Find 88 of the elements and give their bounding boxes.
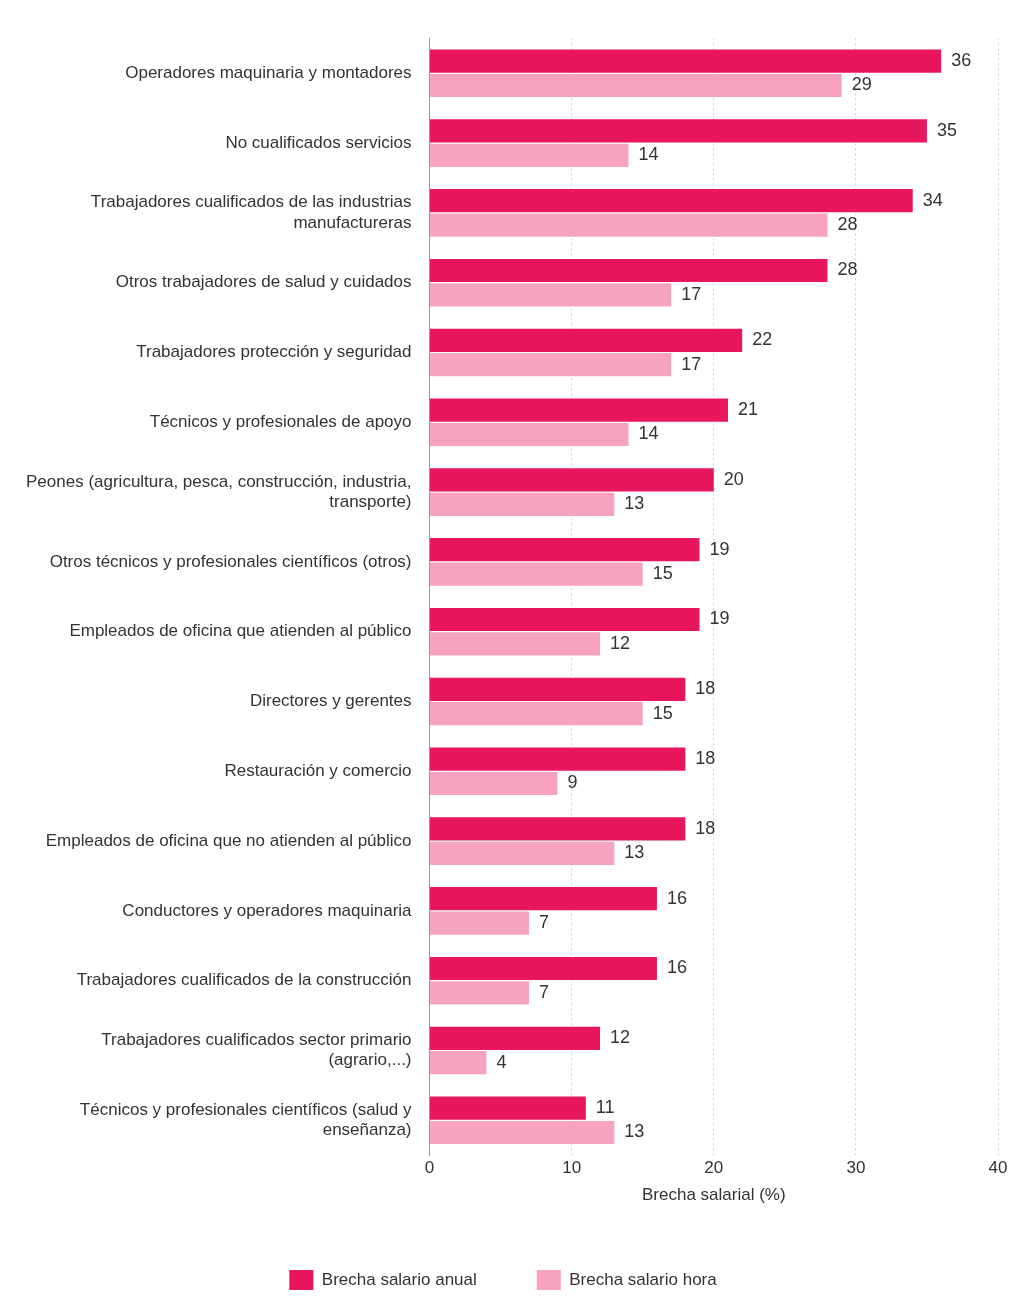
bar [430,258,828,283]
data-label: 18 [695,748,716,769]
data-label: 21 [737,399,759,420]
bar [430,492,615,516]
bar [430,213,828,237]
bar [430,771,558,796]
bar [430,283,672,307]
y-tick-label: Peones (agricultura, pesca, construcción, industria, transporte) [26,471,412,511]
bar [430,817,686,841]
data-label: 16 [666,887,687,908]
data-label: 7 [539,912,550,933]
y-tick-label: Trabajadores cualificados de la construcción [76,970,412,990]
data-label: 22 [752,329,773,350]
y-tick-label: Trabajadores cualificados de las industrias manufactureras [90,192,412,232]
bar [430,1051,487,1075]
bar [430,632,601,656]
data-label: 13 [624,1121,645,1142]
y-tick-label: Restauración y comercio [224,760,412,780]
bar [430,677,686,701]
bar [430,422,629,447]
data-label: 34 [922,189,943,210]
bar [430,911,530,935]
bar [430,538,700,562]
bar [430,1096,586,1120]
bar [430,1120,615,1145]
y-tick-label: Trabajadores protección y seguridad [136,342,412,362]
y-tick-label: Empleados de oficina que atienden al público [69,621,412,641]
legend-label: Brecha salario anual [321,1269,477,1289]
data-label: 4 [496,1051,507,1072]
bar [430,143,629,167]
y-tick-label: Operadores maquinaria y montadores [125,62,412,82]
y-tick-label: Conductores y operadores maquinaria [122,900,413,920]
data-label: 19 [709,608,730,629]
bar [430,189,913,213]
bar [430,398,728,422]
data-label: 29 [851,74,872,95]
bar [430,702,643,726]
x-tick-label: 10 [562,1158,582,1178]
data-label: 28 [837,214,858,235]
data-label: 11 [595,1097,615,1118]
data-label: 36 [951,50,972,71]
data-label: 14 [638,144,659,165]
x-tick-label: 30 [846,1158,866,1178]
bar [430,562,643,586]
bar [430,981,530,1005]
bar [430,73,842,98]
bar [430,328,743,352]
y-tick-label: No cualificados servicios [225,132,412,152]
data-label: 13 [624,493,645,514]
data-label: 17 [681,353,702,374]
y-tick-label: Empleados de oficina que no atienden al público [45,830,412,850]
data-label: 17 [681,283,702,304]
x-tick-label: 0 [424,1158,435,1178]
data-label: 15 [652,563,673,584]
data-label: 13 [624,842,645,863]
data-label: 7 [539,981,550,1002]
data-label: 9 [567,772,578,793]
data-label: 35 [936,119,957,140]
bar [430,956,657,981]
bar [430,1026,601,1050]
y-tick-label: Técnicos y profesionales de apoyo [149,411,412,431]
y-tick-label: Otros técnicos y profesionales científicos (otros) [49,551,412,571]
bar [430,49,942,73]
x-tick-label: 20 [704,1158,724,1178]
x-axis-title: Brecha salarial (%) [641,1185,786,1205]
data-label: 16 [666,957,687,978]
bar [430,841,615,865]
data-label: 28 [837,259,858,280]
data-label: 18 [695,678,716,699]
data-label: 12 [610,632,631,653]
y-tick-label: Técnicos y profesionales científicos (salud y enseñanza) [79,1099,413,1140]
bar [430,119,927,143]
y-tick-label: Otros trabajadores de salud y cuidados [115,272,412,292]
y-tick-label: Directores y gerentes [249,691,412,711]
x-tick-label: 40 [988,1158,1008,1178]
data-label: 18 [695,817,716,838]
bar [430,747,686,771]
bar [430,353,672,377]
data-label: 12 [610,1027,631,1048]
data-label: 20 [723,468,744,489]
bar [430,468,714,492]
data-label: 15 [652,702,673,723]
bar [430,607,700,632]
bar [430,887,657,911]
data-label: 14 [638,423,659,444]
y-tick-label: Trabajadores cualificados sector primario (agrario,...) [101,1029,412,1070]
legend-label: Brecha salario hora [569,1269,718,1289]
data-label: 19 [709,538,730,559]
